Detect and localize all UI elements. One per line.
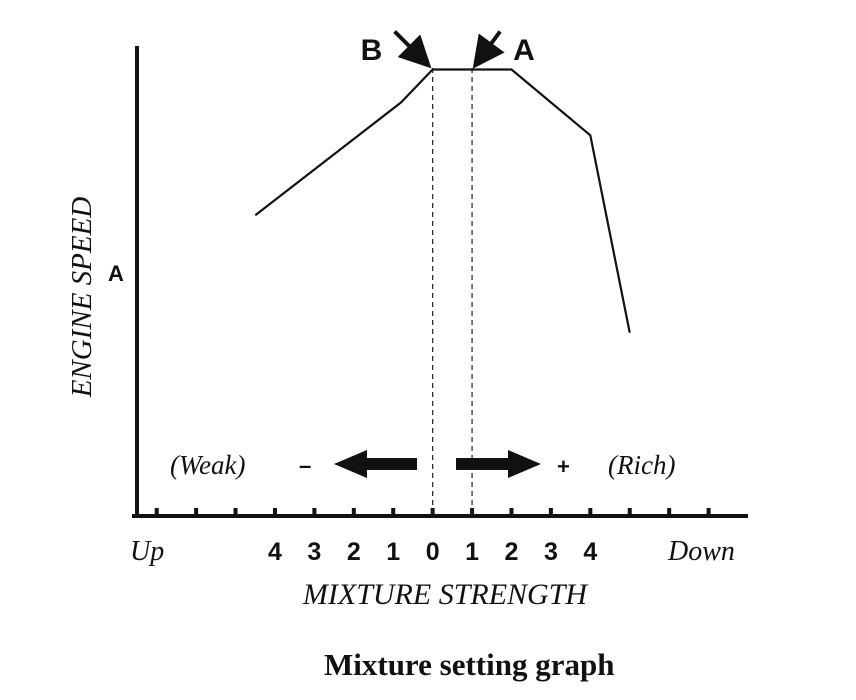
x-tick-label: 4 [268, 538, 282, 566]
weak-sign: – [299, 453, 311, 478]
rich-label: (Rich) [608, 450, 675, 480]
reference-lines [432, 68, 473, 516]
reference-arrow-a [472, 30, 505, 69]
weak-label: (Weak) [170, 450, 245, 480]
x-tick-label: 2 [347, 538, 361, 566]
x-axis-label: MIXTURE STRENGTH [302, 578, 590, 611]
rich-arrow [456, 450, 541, 478]
rich-sign: + [557, 454, 570, 479]
x-tick-label: 1 [465, 538, 479, 566]
y-axis-marker: A [108, 261, 124, 286]
x-tick-label: 2 [505, 538, 519, 566]
reference-label-b: B [361, 34, 383, 67]
x-tick-label: 1 [386, 538, 400, 566]
x-tick-label: 4 [583, 538, 597, 566]
x-tick-label: 3 [307, 538, 321, 566]
x-axis-right-end-label: Down [667, 536, 735, 567]
engine-speed-line [254, 68, 631, 333]
weak-arrow [334, 450, 417, 478]
reference-arrow-b [393, 30, 432, 69]
y-axis-label: ENGINE SPEED [66, 197, 98, 399]
reference-label-a: A [513, 34, 535, 67]
series-layer [254, 68, 631, 333]
x-tick-label: 0 [426, 538, 440, 566]
x-tick-label: 3 [544, 538, 558, 566]
chart-title: Mixture setting graph [324, 647, 614, 682]
x-axis-left-end-label: Up [130, 536, 164, 567]
